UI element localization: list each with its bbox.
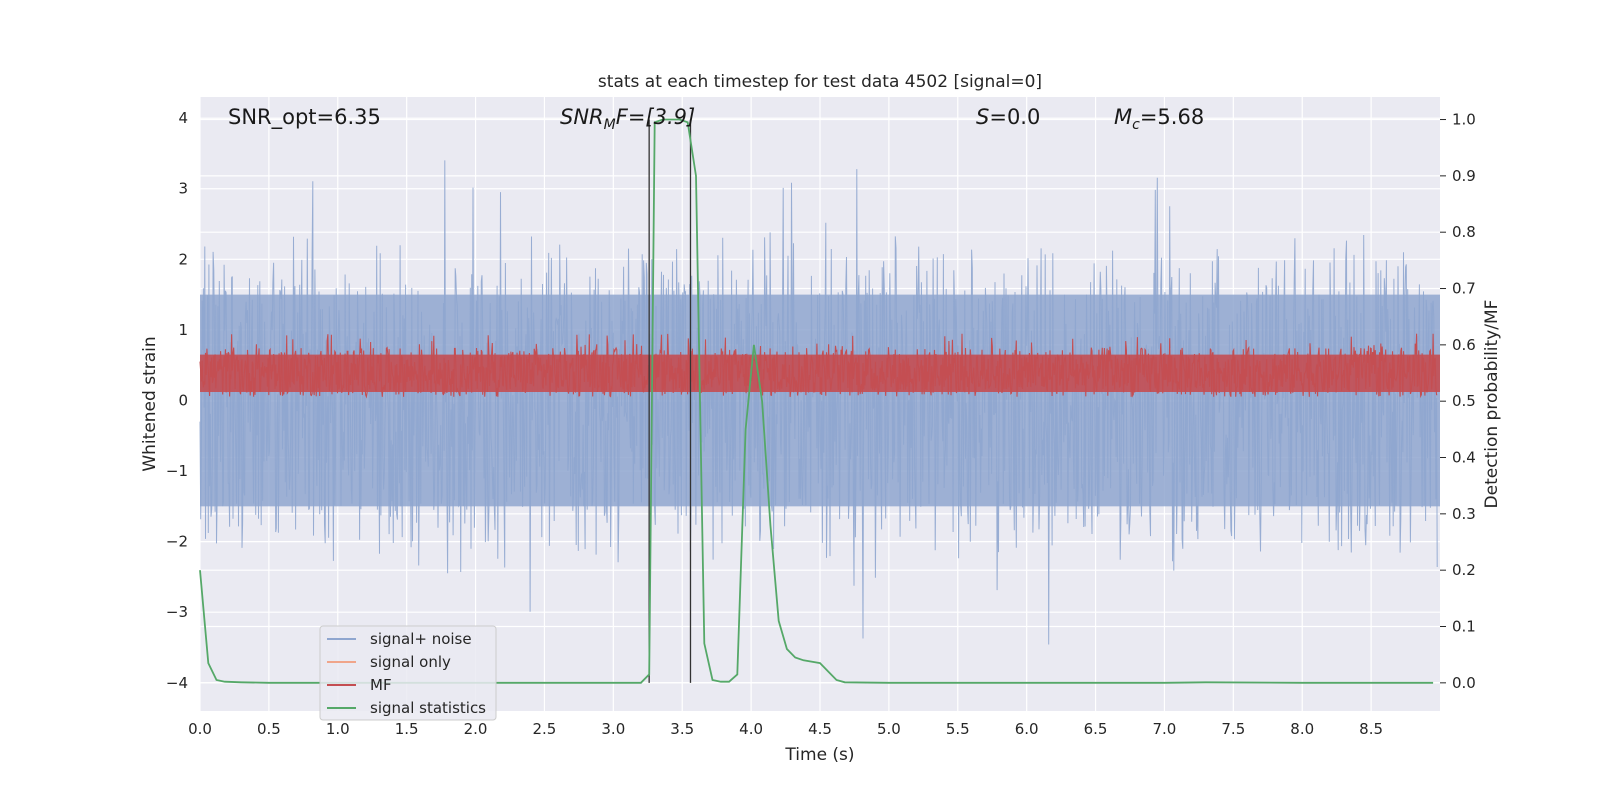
y-tick-label-right: 1.0: [1452, 111, 1476, 129]
chart-title: stats at each timestep for test data 450…: [598, 72, 1042, 92]
x-tick-label: 3.0: [601, 720, 625, 738]
y-tick-label: 2: [178, 250, 188, 268]
legend: signal+ noise signal only MF signal stat…: [319, 625, 497, 721]
x-tick-label: 4.0: [739, 720, 763, 738]
snr-mf-sub: M: [604, 117, 616, 133]
y-axis-ticks: 4 3 2 1 0 −1 −2 −3 −4: [166, 109, 188, 692]
snr-mf-annotation: SNRMF=[3.9]: [560, 105, 695, 133]
x-tick-label: 6.0: [1015, 720, 1039, 738]
mc-rest: =5.68: [1140, 105, 1204, 129]
y-tick-label: 3: [178, 180, 188, 198]
x-tick-label: 8.0: [1290, 720, 1314, 738]
x-tick-label: 3.5: [670, 720, 694, 738]
x-tick-label: 6.5: [1084, 720, 1108, 738]
y-tick-label: 4: [178, 109, 188, 127]
mf-line: [199, 333, 1438, 399]
y-tick-label-right: 0.4: [1452, 449, 1476, 467]
y-tick-label: −2: [166, 533, 188, 551]
s-main: S: [976, 105, 989, 129]
mc-sub: c: [1132, 117, 1140, 133]
x-tick-label: 1.5: [395, 720, 419, 738]
y-tick-label-right: 0.2: [1452, 561, 1476, 579]
mc-annotation: Mc=5.68: [1114, 105, 1204, 133]
x-tick-label: 2.0: [464, 720, 488, 738]
y-tick-label-right: 0.7: [1452, 280, 1476, 298]
x-axis-ticks: 0.0 0.5 1.0 1.5 2.0 2.5 3.0 3.5 4.0 4.5 5.0 5.5 6.0 6…: [188, 720, 1383, 738]
y-tick-label: −1: [166, 462, 188, 480]
y-tick-label-right: 0.5: [1452, 392, 1476, 410]
x-tick-label: 7.5: [1221, 720, 1245, 738]
y-tick-label-right: 0.0: [1452, 674, 1476, 692]
legend-label-signal-statistics: signal statistics: [370, 699, 486, 717]
x-tick-label: 2.5: [533, 720, 557, 738]
snr-mf-main: SNR: [560, 105, 604, 129]
snr-opt-annotation: SNR_opt=6.35: [228, 105, 381, 130]
s-rest: =0.0: [989, 105, 1040, 129]
y-tick-label-right: 0.3: [1452, 505, 1476, 523]
y-tick-label: 0: [178, 391, 188, 409]
x-tick-label: 4.5: [808, 720, 832, 738]
legend-label-mf: MF: [370, 676, 392, 694]
y-axis-label: Whitened strain: [140, 336, 160, 471]
legend-box: [319, 625, 497, 721]
legend-label-signal-noise: signal+ noise: [370, 630, 472, 648]
x-axis-label: Time (s): [784, 745, 854, 765]
y-tick-label-right: 0.6: [1452, 336, 1476, 354]
x-tick-label: 1.0: [326, 720, 350, 738]
x-tick-label: 7.0: [1153, 720, 1177, 738]
y-tick-label-right: 0.9: [1452, 167, 1476, 185]
x-tick-label: 5.5: [946, 720, 970, 738]
s-annotation: S=0.0: [976, 105, 1040, 129]
snr-mf-rest: F=[3.9]: [616, 105, 695, 129]
signal-noise-line: [199, 160, 1438, 645]
x-tick-label: 5.0: [877, 720, 901, 738]
y-axis-ticks-right: 1.0 0.9 0.8 0.7 0.6 0.5 0.4 0.3 0.2 0.1 0.0: [1440, 111, 1476, 692]
y-axis-label-right: Detection probability/MF: [1482, 300, 1502, 509]
mc-main: M: [1114, 105, 1132, 129]
x-tick-label: 0.5: [257, 720, 281, 738]
x-tick-label: 0.0: [188, 720, 212, 738]
y-tick-label: −3: [166, 603, 188, 621]
y-tick-label-right: 0.1: [1452, 618, 1476, 636]
y-tick-label-right: 0.8: [1452, 223, 1476, 241]
series-layer: [199, 118, 1440, 684]
legend-label-signal-only: signal only: [370, 653, 451, 671]
y-tick-label: 1: [178, 321, 188, 339]
y-tick-label: −4: [166, 674, 188, 692]
x-tick-label: 8.5: [1359, 720, 1383, 738]
